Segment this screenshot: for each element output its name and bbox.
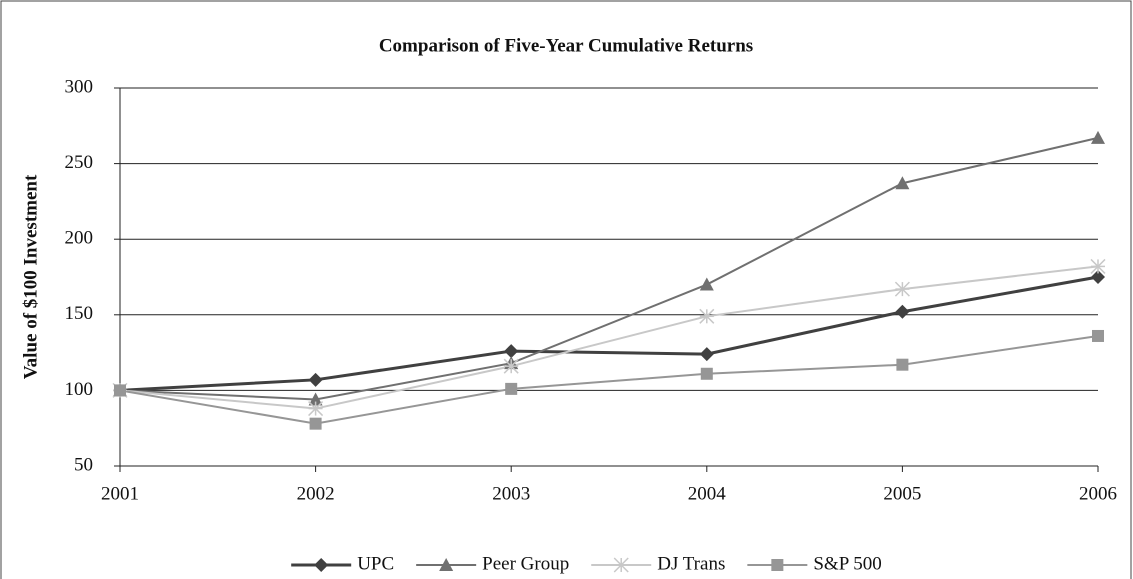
marker bbox=[700, 367, 713, 380]
y-tick-label: 150 bbox=[65, 303, 94, 324]
series-line bbox=[119, 334, 1099, 425]
marker-stroke bbox=[308, 401, 324, 417]
marker bbox=[1092, 329, 1104, 342]
marker bbox=[114, 384, 126, 397]
x-tick-label: 2006 bbox=[1079, 483, 1117, 504]
legend-label: Peer Group bbox=[482, 553, 569, 574]
marker bbox=[699, 347, 714, 362]
marker bbox=[771, 559, 784, 571]
legend-label: UPC bbox=[357, 553, 394, 574]
marker bbox=[1091, 130, 1105, 144]
marker bbox=[1091, 270, 1105, 284]
marker-stroke bbox=[699, 308, 715, 324]
series-line bbox=[119, 265, 1099, 410]
marker bbox=[895, 176, 910, 190]
marker-stroke bbox=[894, 281, 910, 297]
x-tick-label: 2001 bbox=[101, 483, 139, 504]
marker bbox=[895, 304, 910, 319]
legend-label: DJ Trans bbox=[657, 553, 725, 574]
marker bbox=[1090, 258, 1106, 274]
marker bbox=[314, 558, 329, 572]
x-tick-label: 2003 bbox=[492, 483, 530, 504]
marker bbox=[894, 281, 910, 297]
series-line bbox=[119, 275, 1099, 392]
chart-title: Comparison of Five-Year Cumulative Retur… bbox=[379, 35, 753, 56]
legend-label: S&P 500 bbox=[813, 553, 881, 574]
marker bbox=[308, 372, 323, 387]
marker bbox=[613, 557, 629, 573]
marker bbox=[699, 308, 715, 324]
marker-stroke bbox=[613, 557, 629, 573]
marker bbox=[308, 392, 323, 406]
marker bbox=[503, 358, 519, 374]
marker bbox=[505, 382, 518, 395]
marker bbox=[308, 401, 324, 417]
y-tick-label: 100 bbox=[65, 379, 94, 400]
x-tick-label: 2004 bbox=[688, 483, 727, 504]
y-tick-label: 200 bbox=[65, 228, 94, 249]
marker bbox=[896, 358, 909, 371]
marker bbox=[699, 277, 714, 291]
y-tick-label: 300 bbox=[65, 76, 94, 97]
y-axis-label: Value of $100 Investment bbox=[20, 174, 41, 379]
y-tick-label: 50 bbox=[74, 454, 93, 475]
marker bbox=[439, 558, 454, 571]
marker-stroke bbox=[503, 358, 519, 374]
series-line bbox=[119, 136, 1099, 401]
y-tick-label: 250 bbox=[65, 152, 94, 173]
x-tick-label: 2005 bbox=[883, 483, 921, 504]
marker bbox=[504, 344, 519, 359]
x-tick-label: 2002 bbox=[297, 483, 335, 504]
marker bbox=[309, 417, 322, 430]
marker-stroke bbox=[1090, 258, 1106, 274]
